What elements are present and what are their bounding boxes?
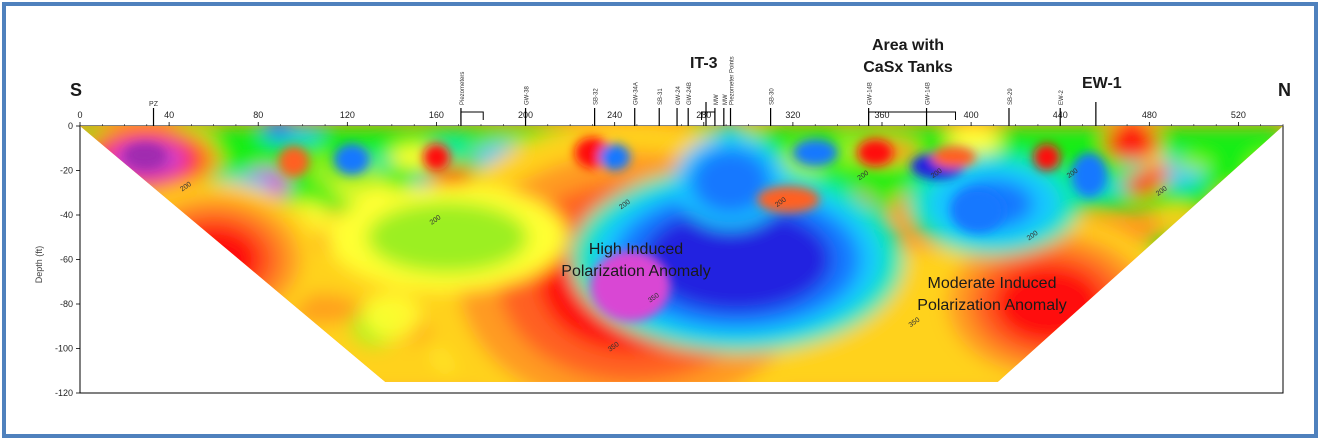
y-tick-label: -20 [60,166,73,176]
marker-label: EW-2 [1059,89,1065,105]
marker-bracket [460,111,484,120]
anomaly-label: Polarization Anomaly [561,263,710,280]
anomaly-blob-6 [690,148,771,215]
y-tick-label: -60 [60,255,73,265]
field-detail [124,137,1108,322]
y-tick-label: -100 [55,344,73,354]
site-label: Area with [872,37,944,54]
x-tick-label: 240 [607,110,622,120]
anomaly-blob-8 [367,201,528,273]
x-tick-label: 80 [253,110,263,120]
marker-label: GW-34A [634,82,640,105]
marker-label: GW-14B [926,82,932,105]
marker-label: SB-32 [594,88,600,105]
marker-label: Piezometers [460,72,466,105]
field-detail-blob [757,186,820,213]
x-tick-label: 120 [340,110,355,120]
field-detail-blob [423,143,450,171]
borehole-markers: PZ Piezometers GW-38 SB-32 GW-34A SB-31 GW-24 G… [149,56,1097,126]
field-texture [325,167,388,189]
y-tick-label: -120 [55,388,73,398]
x-tick-label: 480 [1142,110,1157,120]
site-label: IT-3 [690,55,718,72]
anomaly-label: High Induced [589,241,683,258]
anomaly-blob-5 [642,206,832,313]
field-texture [1103,126,1161,162]
marker-label: SB-30 [770,88,776,105]
field-detail-blob [590,250,671,322]
y-tick-label: 0 [68,121,73,131]
y-tick-label: -80 [60,299,73,309]
marker-label: SB-31 [658,88,664,105]
marker-label: GW-24 [676,85,682,105]
x-tick-label: 0 [77,110,82,120]
field-detail-blob [1071,152,1108,198]
site-label: EW-1 [1082,75,1122,92]
marker-label: GW-14B [868,82,874,105]
field-texture [1172,157,1212,172]
marker-label: SB-29 [1008,88,1014,105]
field-texture [266,126,290,142]
marker-label: MW [723,94,729,105]
field-detail-blob [931,146,976,169]
y-axis-label: Depth (ft) [34,246,44,284]
field-detail-blob [1033,143,1061,171]
field-texture [362,292,422,340]
x-tick-label: 360 [874,110,889,120]
x-tick-label: 280 [696,110,711,120]
site-label: CaSx Tanks [863,59,953,76]
x-tick-label: 320 [785,110,800,120]
field-texture [1208,143,1250,167]
x-tick-label: 520 [1231,110,1246,120]
field-detail-blob [124,143,165,167]
field-detail-blob [857,139,894,167]
field-texture [1142,161,1170,186]
anomaly-label: Moderate Induced [928,275,1057,292]
field-detail-blob [951,188,1005,233]
marker-label: MW [714,94,720,105]
field-detail-blob [792,139,838,167]
field-detail-blob [599,143,631,171]
marker-label: GW-38 [525,85,531,105]
field-detail-blob [278,146,310,178]
direction-label: N [1278,80,1291,100]
x-tick-label: 40 [164,110,174,120]
field-texture [837,134,861,168]
x-tick-label: 400 [964,110,979,120]
annotations: S N IT-3 Area with CaSx Tanks EW-1 High Induce… [70,37,1291,314]
marker-bracket [868,111,957,120]
field-texture [310,152,332,188]
marker-label: GW-24B [687,82,693,105]
direction-label: S [70,80,82,100]
field-detail-blob [333,143,370,175]
y-tick-label: -40 [60,210,73,220]
x-tick-label: 160 [429,110,444,120]
marker-label: Piezometer Points [730,56,736,105]
marker-label: PZ [149,101,159,108]
anomaly-label: Polarization Anomaly [917,297,1066,314]
field-texture [428,166,477,188]
